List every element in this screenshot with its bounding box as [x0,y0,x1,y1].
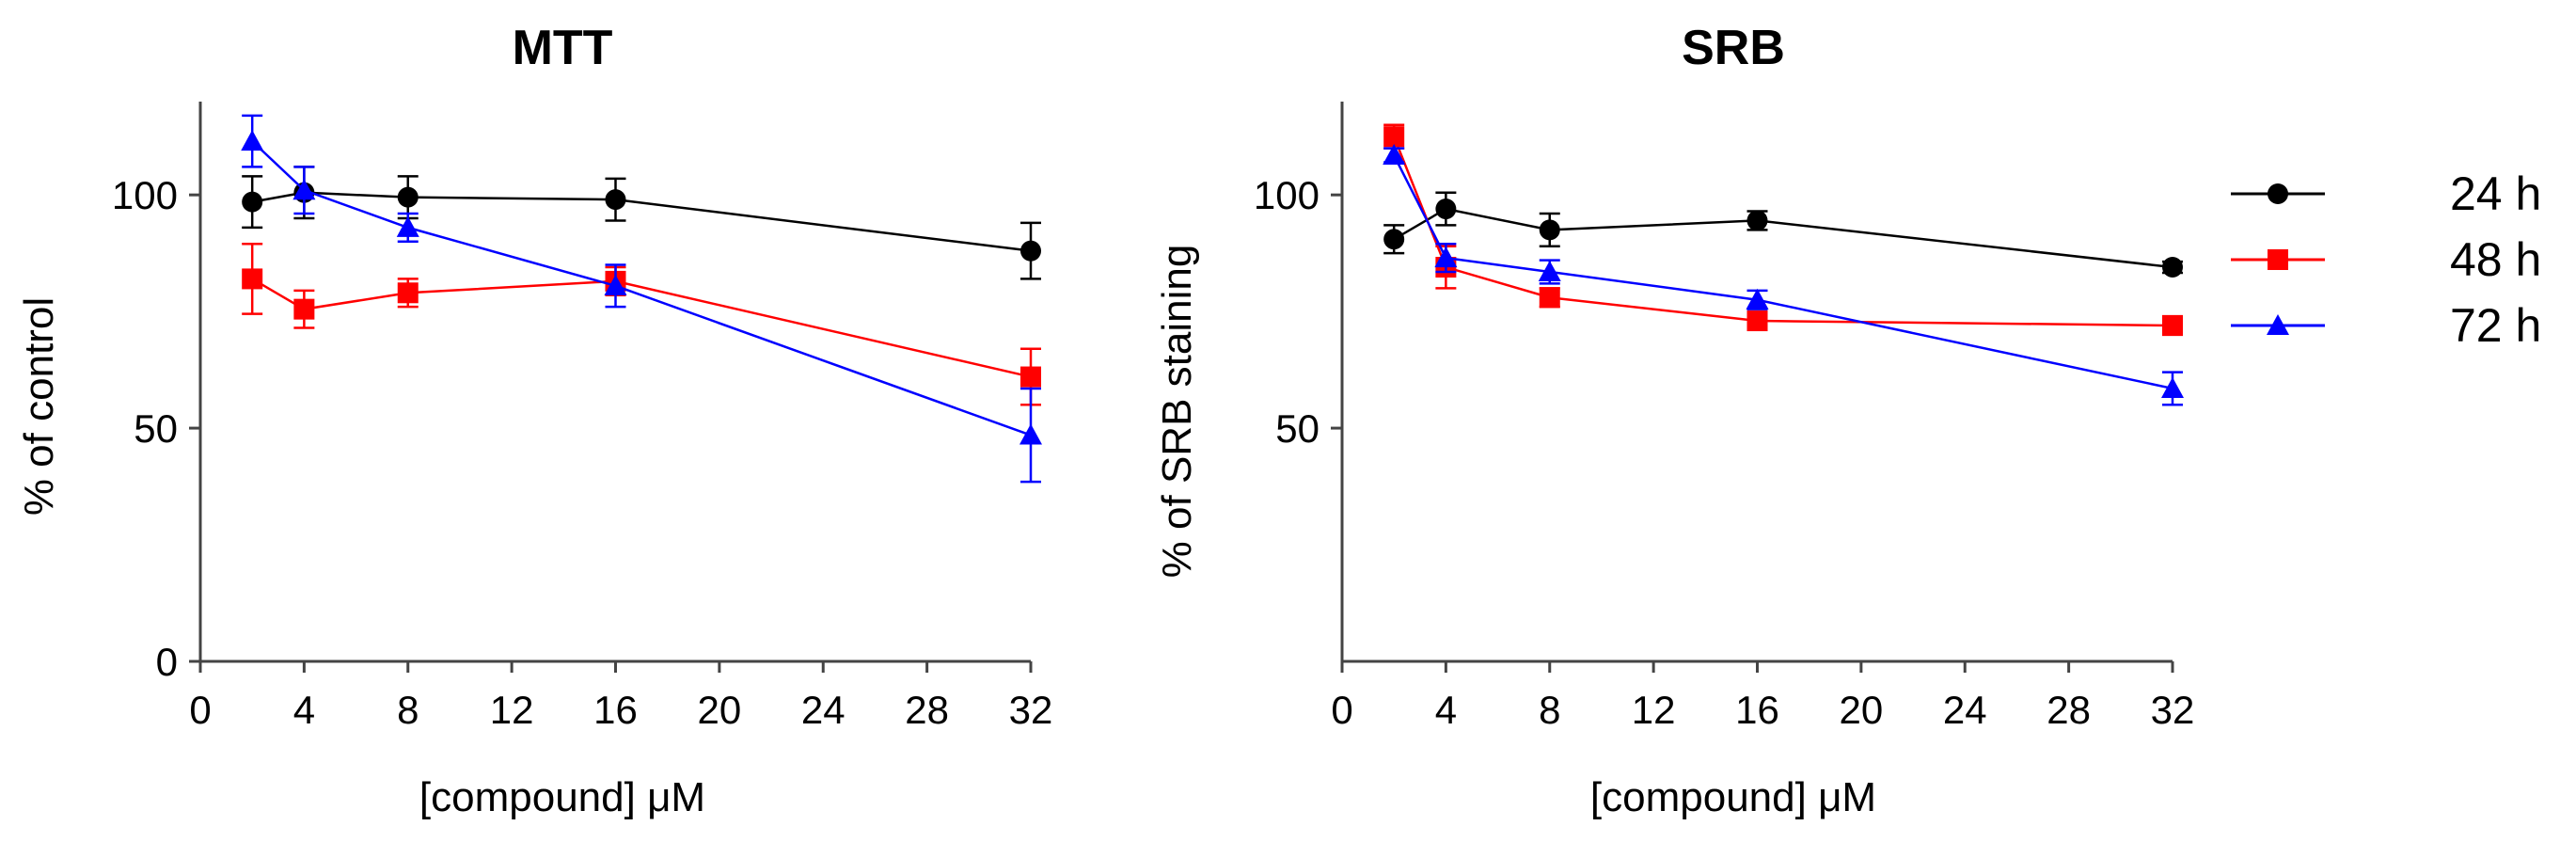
mtt-x-tick-label: 28 [905,688,949,732]
mtt-point-24h [1020,240,1041,262]
mtt-x-tick-label: 20 [698,688,742,732]
srb-x-tick-label: 28 [2047,688,2091,732]
srb-point-48h [2162,315,2183,336]
srb-series-line-24h [1393,207,2173,269]
srb-x-tick-label: 24 [1943,688,1987,732]
mtt-x-tick-label: 4 [293,688,315,732]
mtt-title: MTT [513,21,613,75]
mtt-chart: MTT [compound] μM % of control 0 4 8 12 16 20… [16,21,1052,820]
srb-point-72h [1538,260,1561,281]
mtt-x-tick-label: 12 [490,688,534,732]
srb-point-48h [1539,287,1560,309]
mtt-y-tick-label: 100 [112,173,178,217]
mtt-x-tick-label: 16 [593,688,638,732]
mtt-series-line-48h [251,278,1032,378]
legend-marker-72h [2267,314,2289,335]
srb-point-24h [1435,199,1457,220]
mtt-x-tick-label: 8 [397,688,419,732]
mtt-y-tick-label: 0 [156,640,178,684]
srb-x-tick-label: 32 [2151,688,2195,732]
mtt-point-72h [1019,423,1042,445]
legend-item-48h: 48 h [2231,233,2541,286]
legend-label-48h: 48 h [2450,233,2541,286]
srb-series-line-48h [1393,135,2173,327]
srb-y-tick-label: 100 [1254,173,1320,217]
srb-title: SRB [1682,21,1785,75]
mtt-point-48h [242,268,263,290]
srb-x-tick-label: 8 [1539,688,1560,732]
mtt-x-tick-label: 24 [801,688,845,732]
mtt-point-24h [605,189,626,211]
legend-marker-24h [2268,183,2288,204]
srb-point-24h [2162,257,2183,278]
srb-point-48h [1383,126,1405,148]
legend-label-24h: 24 h [2450,167,2541,220]
legend-marker-48h [2268,249,2288,270]
srb-point-72h [1434,246,1458,268]
mtt-point-24h [242,191,263,213]
srb-y-axis-label: % of SRB staining [1154,245,1200,579]
srb-series-line-72h [1393,154,2173,390]
mtt-point-72h [604,274,627,295]
srb-point-72h [2161,376,2184,398]
srb-point-24h [1746,210,1768,231]
mtt-point-48h [293,298,315,320]
mtt-y-axis-label: % of control [16,297,62,516]
srb-y-tick-label: 50 [1275,406,1320,451]
mtt-x-tick-label: 0 [189,688,211,732]
mtt-series-line-24h [251,191,1032,252]
mtt-y-tick-label: 50 [134,406,178,451]
mtt-point-72h [396,215,419,237]
srb-x-tick-label: 16 [1735,688,1779,732]
legend-item-24h: 24 h [2231,167,2541,220]
srb-point-72h [1383,144,1406,166]
srb-x-tick-label: 0 [1331,688,1352,732]
mtt-x-tick-label: 32 [1009,688,1053,732]
mtt-point-72h [241,130,264,151]
legend-label-72h: 72 h [2450,299,2541,352]
srb-x-axis-label: [compound] μM [1590,774,1876,820]
srb-point-24h [1383,229,1405,250]
mtt-x-axis-label: [compound] μM [419,774,705,820]
srb-point-48h [1746,310,1768,332]
legend: 24 h 48 h 72 h [2231,167,2541,352]
srb-point-72h [1746,288,1769,310]
srb-point-24h [1539,219,1560,241]
mtt-point-72h [292,179,316,200]
mtt-point-48h [397,282,419,304]
srb-x-tick-label: 4 [1435,688,1457,732]
legend-item-72h: 72 h [2231,299,2541,352]
mtt-point-24h [397,186,419,208]
srb-chart: SRB [compound] μM % of SRB staining 0 4 8 1… [1154,21,2194,820]
mtt-point-48h [1020,366,1041,388]
srb-x-tick-label: 20 [1840,688,1884,732]
srb-x-tick-label: 12 [1632,688,1676,732]
